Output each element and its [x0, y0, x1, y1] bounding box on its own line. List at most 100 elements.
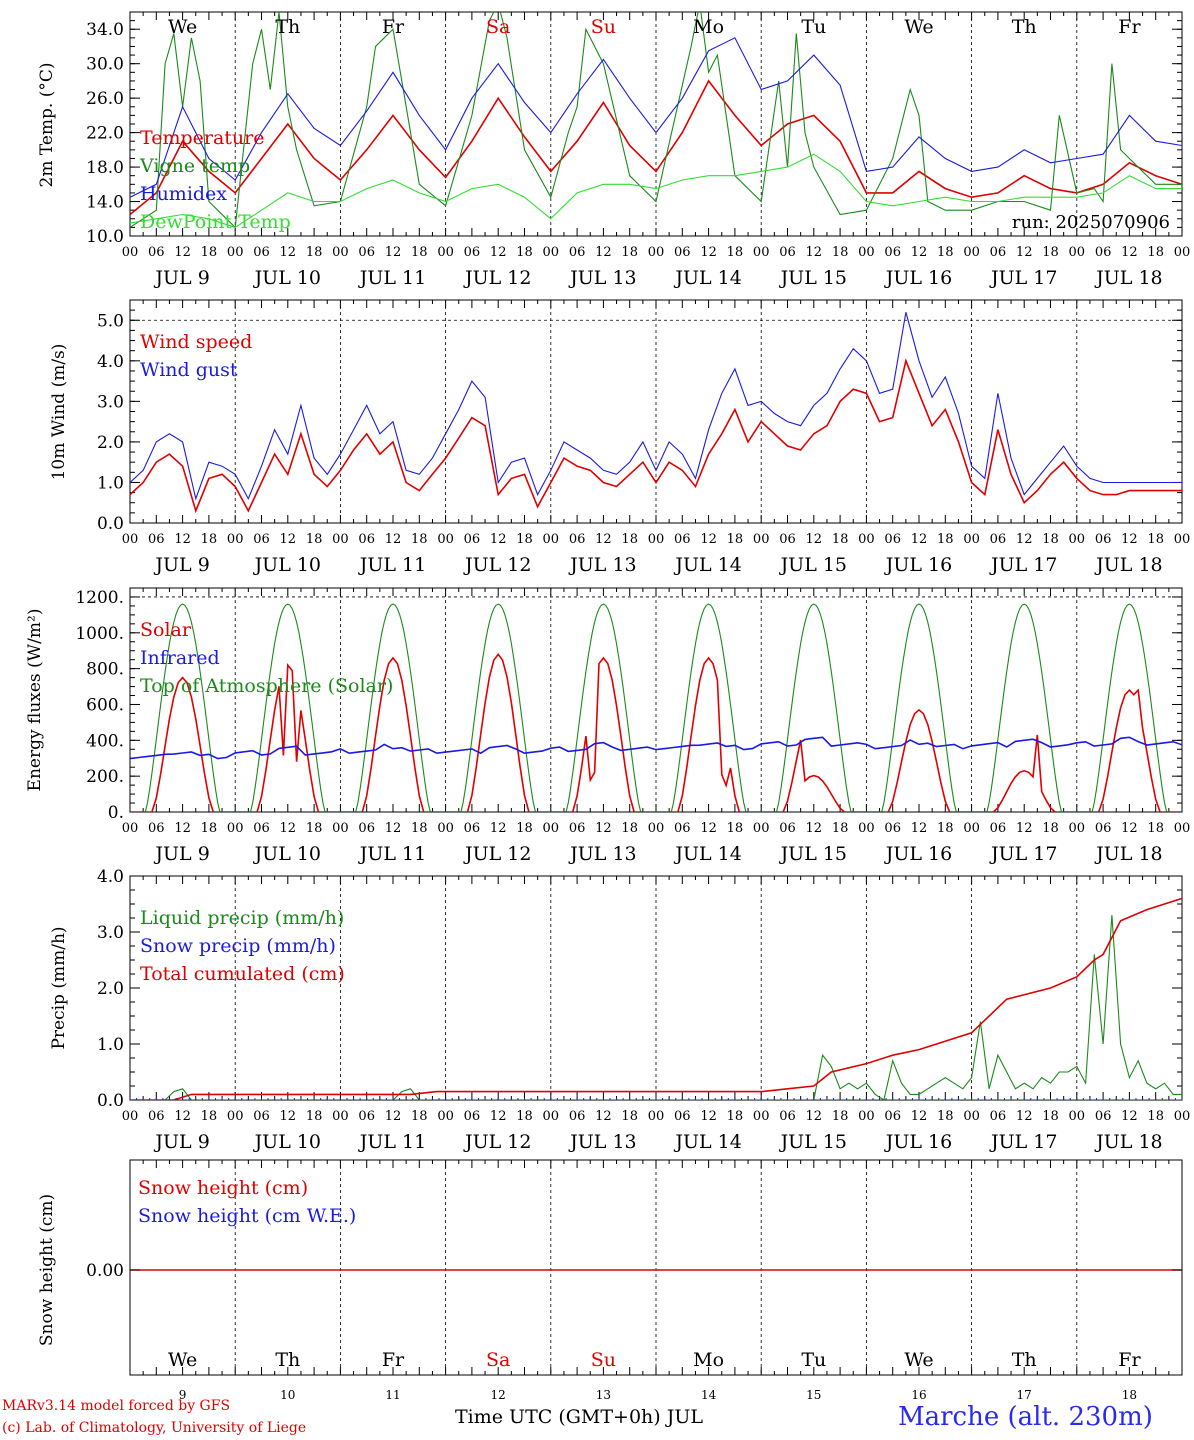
hour-tick-label: 00 [648, 245, 665, 260]
legend-entry: Wind gust [140, 359, 238, 381]
hour-tick-label: 00 [437, 821, 454, 836]
hour-tick-label: 00 [122, 821, 139, 836]
weekday-label: Th [1012, 16, 1037, 38]
hour-tick-label: 18 [937, 532, 954, 547]
hour-tick-label: 18 [411, 245, 428, 260]
hour-tick-label: 00 [963, 532, 980, 547]
hour-tick-label: 18 [1042, 245, 1059, 260]
hour-tick-label: 12 [174, 821, 191, 836]
y-tick-label: 800. [86, 660, 124, 680]
hour-tick-label: 06 [674, 532, 691, 547]
hour-tick-label: 12 [280, 1109, 297, 1124]
total-cumulated-cm-line [130, 897, 1182, 1100]
date-label: JUL 11 [358, 1131, 426, 1153]
hour-tick-label: 00 [122, 532, 139, 547]
date-label: JUL 12 [463, 554, 531, 576]
y-tick-label: 0.0 [97, 1091, 124, 1111]
hour-tick-label: 18 [1042, 532, 1059, 547]
date-label: JUL 17 [989, 267, 1057, 289]
hour-tick-label: 18 [727, 245, 744, 260]
hour-tick-label: 00 [858, 245, 875, 260]
hour-tick-label: 00 [332, 245, 349, 260]
y-axis-title: Precip (mm/h) [49, 926, 69, 1049]
hour-tick-label: 06 [148, 532, 165, 547]
hour-tick-label: 06 [779, 245, 796, 260]
y-tick-label: 1.0 [97, 473, 124, 493]
date-label: JUL 13 [568, 843, 636, 865]
hour-tick-label: 06 [674, 821, 691, 836]
hour-tick-label: 18 [306, 821, 323, 836]
hour-tick-label: 06 [779, 821, 796, 836]
humidex-line [130, 37, 1182, 198]
legend-entry: Snow height (cm W.E.) [138, 1205, 356, 1227]
hour-tick-label: 12 [595, 821, 612, 836]
hour-tick-label: 18 [1147, 245, 1164, 260]
hour-tick-label: 12 [806, 532, 823, 547]
hour-tick-label: 06 [779, 532, 796, 547]
hour-tick-label: 12 [490, 245, 507, 260]
weekday-label: Tu [801, 1349, 826, 1371]
hour-tick-label: 06 [1095, 821, 1112, 836]
hour-tick-label: 00 [753, 532, 770, 547]
y-axis-title: Energy fluxes (W/m²) [25, 609, 45, 792]
date-label: JUL 17 [989, 843, 1057, 865]
hour-tick-label: 00 [858, 1109, 875, 1124]
hour-tick-label: 12 [806, 1109, 823, 1124]
y-tick-label: 18.0 [86, 158, 124, 178]
hour-tick-label: 18 [1147, 821, 1164, 836]
date-label: JUL 13 [568, 554, 636, 576]
y-tick-label: 2.0 [97, 433, 124, 453]
y-tick-label: 3.0 [97, 392, 124, 412]
hour-tick-label: 06 [148, 1109, 165, 1124]
hour-tick-label: 18 [201, 245, 218, 260]
legend-entry: Solar [140, 619, 192, 641]
vigne-temp-line [130, 12, 1182, 229]
hour-tick-label: 18 [727, 821, 744, 836]
y-tick-label: 1.0 [97, 1035, 124, 1055]
hour-tick-label: 12 [1121, 245, 1138, 260]
date-label: JUL 10 [253, 843, 321, 865]
hour-tick-label: 18 [201, 532, 218, 547]
hour-tick-label: 00 [1174, 821, 1191, 836]
hour-tick-label: 00 [543, 245, 560, 260]
plot-frame [129, 299, 1183, 524]
day-number-label: 12 [491, 1388, 506, 1402]
y-tick-label: 22.0 [86, 124, 124, 144]
hour-tick-label: 18 [411, 821, 428, 836]
hour-tick-label: 00 [543, 1109, 560, 1124]
hour-tick-label: 12 [1121, 532, 1138, 547]
date-label: JUL 12 [463, 267, 531, 289]
y-tick-label: 200. [86, 767, 124, 787]
hour-tick-label: 00 [648, 1109, 665, 1124]
y-tick-label: 5.0 [97, 311, 124, 331]
liquid-precip-mm-h-line [130, 915, 1182, 1100]
hour-tick-label: 12 [700, 245, 717, 260]
y-tick-label: 30.0 [86, 55, 124, 75]
legend-entry: Snow height (cm) [138, 1177, 308, 1199]
date-label: JUL 14 [673, 267, 741, 289]
y-tick-label: 0.0 [97, 514, 124, 534]
hour-tick-label: 18 [1042, 821, 1059, 836]
hour-tick-label: 18 [1147, 532, 1164, 547]
weekday-label: We [904, 16, 933, 38]
hour-tick-label: 18 [201, 1109, 218, 1124]
hour-tick-label: 18 [1147, 1109, 1164, 1124]
legend-entry: Snow precip (mm/h) [140, 935, 336, 957]
date-label: JUL 15 [779, 267, 847, 289]
hour-tick-label: 06 [884, 245, 901, 260]
hour-tick-label: 00 [858, 821, 875, 836]
hour-tick-label: 12 [595, 532, 612, 547]
hour-tick-label: 12 [1016, 1109, 1033, 1124]
hour-tick-label: 00 [753, 821, 770, 836]
date-label: JUL 14 [673, 554, 741, 576]
legend-entry: Liquid precip (mm/h) [140, 907, 344, 929]
hour-tick-label: 18 [727, 1109, 744, 1124]
hour-tick-label: 06 [884, 1109, 901, 1124]
hour-tick-label: 18 [516, 245, 533, 260]
hour-tick-label: 00 [753, 1109, 770, 1124]
hour-tick-label: 12 [595, 245, 612, 260]
panel-4: 0.0 1.0 2.0 3.0 4.0 Precip (mm/h) 00 06 12 18 JUL … [49, 867, 1190, 1153]
weekday-label: Su [591, 1349, 616, 1371]
date-label: JUL 15 [779, 1131, 847, 1153]
date-label: JUL 9 [153, 554, 209, 576]
